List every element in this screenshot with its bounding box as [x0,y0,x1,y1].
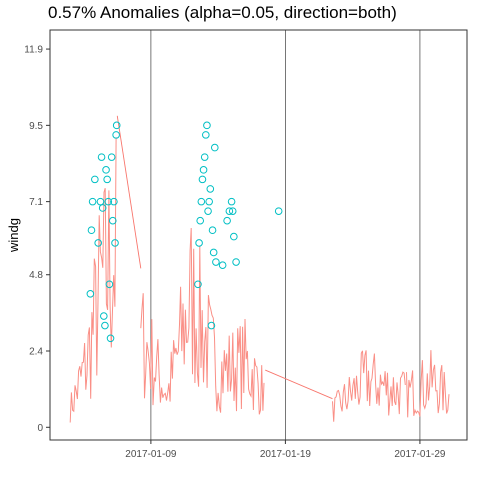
anomaly-point [87,290,94,297]
anomaly-point [219,262,226,269]
anomaly-point [213,259,220,266]
series-line [333,350,406,421]
series-line [70,137,116,422]
anomaly-point [224,217,231,224]
y-tick-label: 11.9 [24,45,43,56]
anomaly-point [89,198,96,205]
anomaly-point [196,240,203,247]
anomaly-point [201,154,208,161]
gap-line [117,116,141,269]
y-tick-label: 4.8 [29,270,43,281]
y-tick-label: 0 [37,423,43,434]
anomaly-point [275,208,282,215]
anomaly-point [207,186,214,193]
anomaly-point [103,167,110,174]
anomaly-point [233,259,240,266]
anomaly-point [101,313,108,320]
gap-line [265,370,332,399]
anomaly-point [210,249,217,256]
y-tick-label: 9.5 [29,121,43,132]
y-axis: 0 2.4 4.8 7.1 9.5 11.9 [24,45,50,434]
y-tick-label: 7.1 [29,197,43,208]
anomaly-point [211,144,218,151]
anomaly-point [209,227,216,234]
series-line [407,350,450,417]
anomaly-point [104,176,111,183]
series-line [141,228,264,414]
y-axis-title: windg [6,218,21,253]
anomaly-point [102,322,109,329]
anomaly-point [200,167,207,174]
x-tick-label: 2017-01-29 [394,449,446,460]
x-tick-label: 2017-01-09 [125,449,177,460]
anomaly-point [206,198,213,205]
y-tick-label: 2.4 [29,347,43,358]
series-layer [70,116,449,423]
anomaly-point [108,154,115,161]
anomaly-point [199,176,206,183]
anomaly-point [204,122,211,129]
anomaly-point [197,217,204,224]
anomaly-point [198,198,205,205]
x-tick-label: 2017-01-19 [260,449,312,460]
anomaly-point [203,132,210,139]
anomaly-point [205,208,212,215]
anomaly-point [228,198,235,205]
anomaly-point [231,233,238,240]
anomaly-point [88,227,95,234]
anomaly-point [98,154,105,161]
x-axis: 2017-01-09 2017-01-19 2017-01-29 [125,440,446,460]
anomaly-point [113,132,120,139]
anomaly-point [92,176,99,183]
anomaly-point [97,198,104,205]
